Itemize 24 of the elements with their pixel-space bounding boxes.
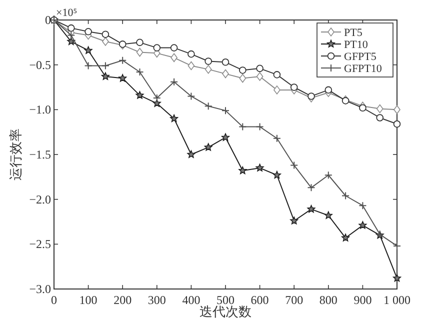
y-tick-label: −1.5 [29,148,51,162]
x-tick-label: 800 [319,293,338,307]
x-tick-label: 300 [148,293,166,307]
x-tick-label: 200 [114,293,132,307]
x-tick-label: 700 [285,293,304,307]
y-axis-title: 运行效率 [8,128,23,180]
legend-label: PT10 [344,39,368,51]
x-tick-label: 1 000 [384,293,410,307]
x-tick-label: 900 [354,293,372,307]
x-tick-label: 100 [79,293,98,307]
y-tick-label: −1.0 [29,102,51,117]
text: ×10⁵ [56,7,78,19]
y-tick-label: −0.5 [29,58,51,72]
y-tick-label: −2.5 [29,237,51,252]
x-tick-label: 400 [182,293,200,307]
legend-label: GFPT10 [344,63,382,75]
x-axis-title: 迭代次数 [200,304,252,319]
x-tick-label: 500 [216,293,234,307]
y-tick-label: −2.0 [29,192,51,206]
x-tick-label: 600 [250,293,269,307]
legend-label: PT5 [344,27,363,39]
legend-label: GFPT5 [344,51,377,63]
y-tick-label: 0 [45,13,51,27]
y-tick-label: −3.0 [29,282,51,296]
